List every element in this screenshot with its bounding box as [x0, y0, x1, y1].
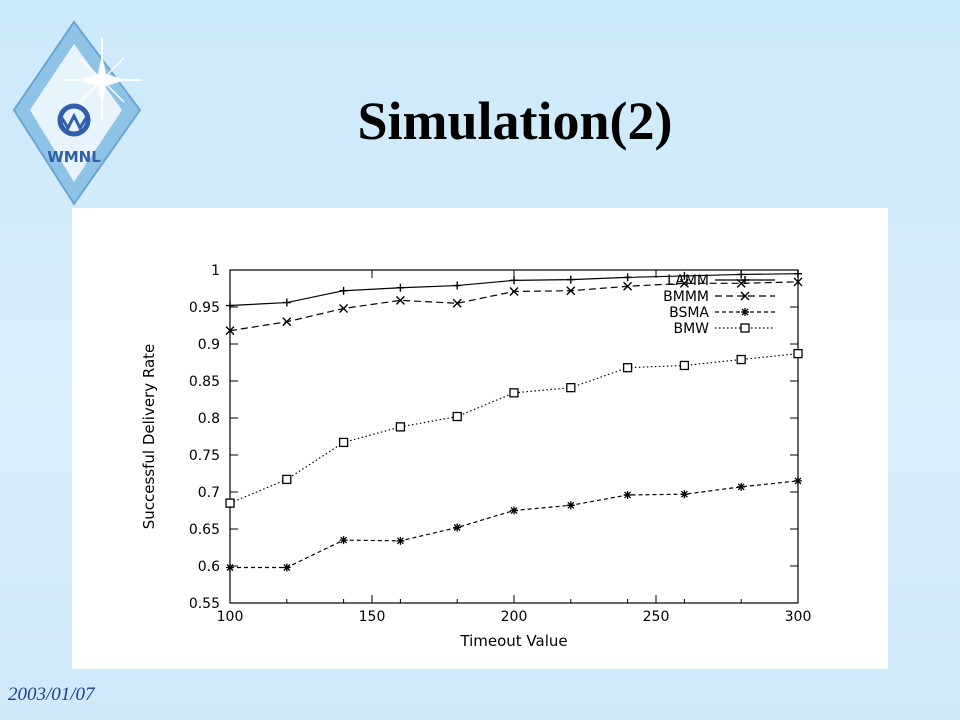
data-point-bsma: [510, 506, 518, 515]
x-tick-label: 300: [785, 609, 812, 625]
x-axis-label: Timeout Value: [459, 632, 567, 650]
legend-label-bsma: BSMA: [669, 305, 709, 321]
x-tick-label: 100: [217, 609, 244, 625]
legend-marker-bmw: [740, 323, 750, 333]
data-point-bsma: [623, 490, 632, 499]
data-point-bmmm: [225, 326, 235, 336]
data-point-lamm: [226, 301, 234, 310]
data-point-bmw: [679, 360, 690, 371]
data-point-bmw: [736, 354, 746, 365]
y-axis-label: Successful Delivery Rate: [140, 344, 158, 530]
y-tick-label: 0.55: [189, 596, 220, 612]
y-tick-label: 0.75: [189, 448, 220, 464]
data-point-bmw: [452, 411, 462, 422]
data-point-lamm: [453, 281, 462, 290]
data-point-bmw: [622, 363, 633, 373]
data-point-lamm: [794, 269, 802, 278]
data-point-bsma: [566, 501, 575, 510]
legend-label-bmmm: BMMM: [663, 289, 709, 305]
network-emblem-icon: [57, 103, 91, 137]
y-tick-label: 0.9: [198, 337, 220, 353]
footer-date: 2003/01/07: [8, 684, 95, 705]
plot-frame: [229, 269, 799, 604]
data-point-lamm: [737, 270, 746, 279]
wmnl-logo: WMNL: [12, 20, 142, 206]
series-line-bsma: [230, 480, 799, 569]
data-point-bmmm: [282, 317, 292, 327]
y-tick-label: 0.8: [198, 411, 220, 427]
legend-label-lamm: LAMM: [667, 273, 709, 289]
legend-label-bmw: BMW: [673, 321, 709, 337]
data-point-bmmm: [793, 277, 803, 287]
y-tick-label: 0.85: [189, 374, 220, 390]
x-tick-label: 250: [643, 609, 670, 625]
data-point-bmw: [566, 383, 576, 393]
y-tick-label: 0.7: [198, 485, 220, 501]
data-point-lamm: [680, 271, 689, 280]
sparkle-icon: [66, 38, 142, 120]
x-tick-label: 200: [501, 609, 528, 625]
data-point-bmw: [793, 348, 803, 359]
data-point-lamm: [282, 298, 291, 307]
data-point-bmw: [282, 474, 292, 485]
data-point-bsma: [680, 490, 689, 499]
data-point-bmw: [395, 422, 406, 432]
data-point-bsma: [794, 476, 802, 485]
y-tick-label: 0.6: [198, 559, 220, 575]
data-point-bmmm: [623, 281, 633, 291]
legend-marker-bsma: [741, 308, 749, 316]
series-line-bmmm: [229, 281, 799, 332]
data-point-lamm: [510, 276, 518, 285]
chart-panel: 0.55 0.6 0.65 0.7 0.75 0.8 0.85 0.9 0.95 1 100 150 2…: [72, 208, 888, 669]
data-point-bmw: [338, 437, 349, 448]
y-tick-label: 1: [211, 263, 220, 279]
data-point-bsma: [737, 482, 746, 491]
data-point-bsma: [453, 523, 462, 532]
data-point-bmmm: [679, 278, 689, 288]
data-point-lamm: [339, 286, 348, 295]
y-tick-label: 0.95: [189, 300, 220, 316]
data-point-lamm: [566, 275, 575, 284]
slide-title: Simulation(2): [357, 91, 673, 151]
data-point-bsma: [282, 563, 291, 572]
legend-marker-bmmm: [740, 291, 750, 301]
y-tick-label: 0.65: [189, 522, 220, 538]
data-point-bmmm: [339, 303, 349, 313]
data-point-lamm: [396, 283, 405, 292]
series-line-bmw: [229, 353, 799, 504]
data-point-bsma: [226, 563, 234, 572]
data-point-bmmm: [395, 295, 405, 305]
line-chart: 0.55 0.6 0.65 0.7 0.75 0.8 0.85 0.9 0.95 1 100 150 2…: [140, 263, 812, 650]
data-point-bsma: [339, 536, 348, 545]
data-point-bmw: [509, 388, 519, 398]
logo-text: WMNL: [47, 148, 101, 166]
data-point-bmmm: [566, 286, 576, 296]
data-point-bmmm: [452, 298, 462, 308]
x-tick-label: 150: [359, 609, 386, 625]
legend-marker-lamm: [741, 276, 749, 284]
data-point-bsma: [396, 536, 405, 545]
data-point-bmmm: [509, 286, 519, 296]
data-point-lamm: [623, 273, 632, 282]
data-point-bmw: [225, 498, 235, 508]
